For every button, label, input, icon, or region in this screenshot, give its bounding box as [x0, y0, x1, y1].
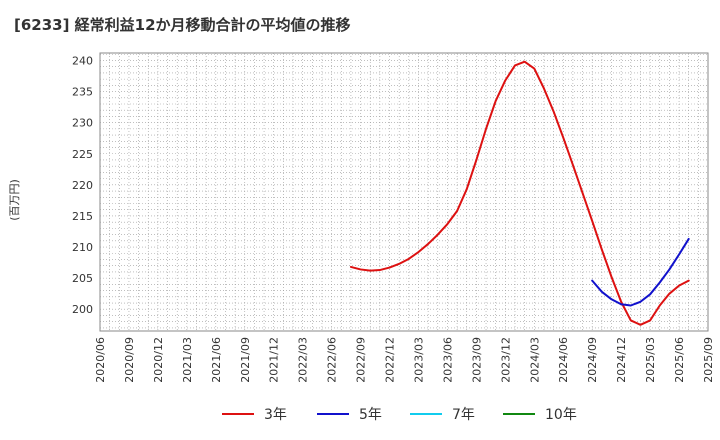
x-tick-label: 2024/06 — [557, 337, 570, 383]
legend-label: 3年 — [264, 407, 287, 423]
grid — [100, 53, 708, 331]
x-tick-label: 2021/06 — [210, 337, 223, 383]
legend-label: 7年 — [452, 407, 475, 423]
y-tick-label: 200 — [72, 303, 93, 316]
y-tick-label: 235 — [72, 86, 93, 99]
x-tick-label: 2020/06 — [94, 337, 107, 383]
x-tick-label: 2020/09 — [123, 337, 136, 383]
x-tick-labels: 2020/06 2020/09 2020/12 2021/03 2021/06 2021/… — [94, 337, 715, 383]
x-tick-label: 2021/09 — [239, 337, 252, 383]
x-tick-label: 2023/06 — [441, 337, 454, 383]
y-tick-labels: 200 205 210 215 220 225 230 235 240 — [72, 54, 93, 316]
y-tick-label: 205 — [72, 272, 93, 285]
plot-area — [99, 52, 709, 332]
y-axis-label: (百万円) — [8, 179, 21, 221]
y-tick-label: 210 — [72, 241, 93, 254]
y-tick-label: 220 — [72, 179, 93, 192]
x-tick-label: 2024/12 — [615, 337, 628, 383]
x-tick-label: 2023/12 — [499, 337, 512, 383]
x-tick-label: 2022/03 — [297, 337, 310, 383]
x-tick-label: 2025/03 — [644, 337, 657, 383]
x-tick-label: 2022/09 — [355, 337, 368, 383]
x-tick-label: 2024/03 — [528, 337, 541, 383]
x-tick-label: 2020/12 — [152, 337, 165, 383]
x-tick-label: 2021/12 — [268, 337, 281, 383]
legend-label: 5年 — [359, 407, 382, 423]
y-tick-label: 240 — [72, 54, 93, 67]
series-lines — [349, 60, 690, 326]
x-tick-label: 2021/03 — [181, 337, 194, 383]
x-tick-label: 2023/03 — [412, 337, 425, 383]
y-tick-label: 230 — [72, 117, 93, 130]
x-tick-label: 2024/09 — [586, 337, 599, 383]
x-tick-label: 2022/06 — [326, 337, 339, 383]
x-tick-label: 2022/12 — [384, 337, 397, 383]
y-tick-label: 215 — [72, 210, 93, 223]
legend: 3年 5年 7年 10年 — [222, 407, 577, 423]
series-line-3年 — [349, 60, 690, 326]
series-line-5年 — [591, 237, 690, 307]
x-tick-label: 2025/09 — [702, 337, 715, 383]
chart-title: [6233] 経常利益12か月移動合計の平均値の推移 — [14, 16, 351, 34]
x-tick-label: 2025/06 — [673, 337, 686, 383]
x-tick-label: 2023/09 — [470, 337, 483, 383]
y-tick-label: 225 — [72, 148, 93, 161]
legend-label: 10年 — [545, 407, 577, 423]
